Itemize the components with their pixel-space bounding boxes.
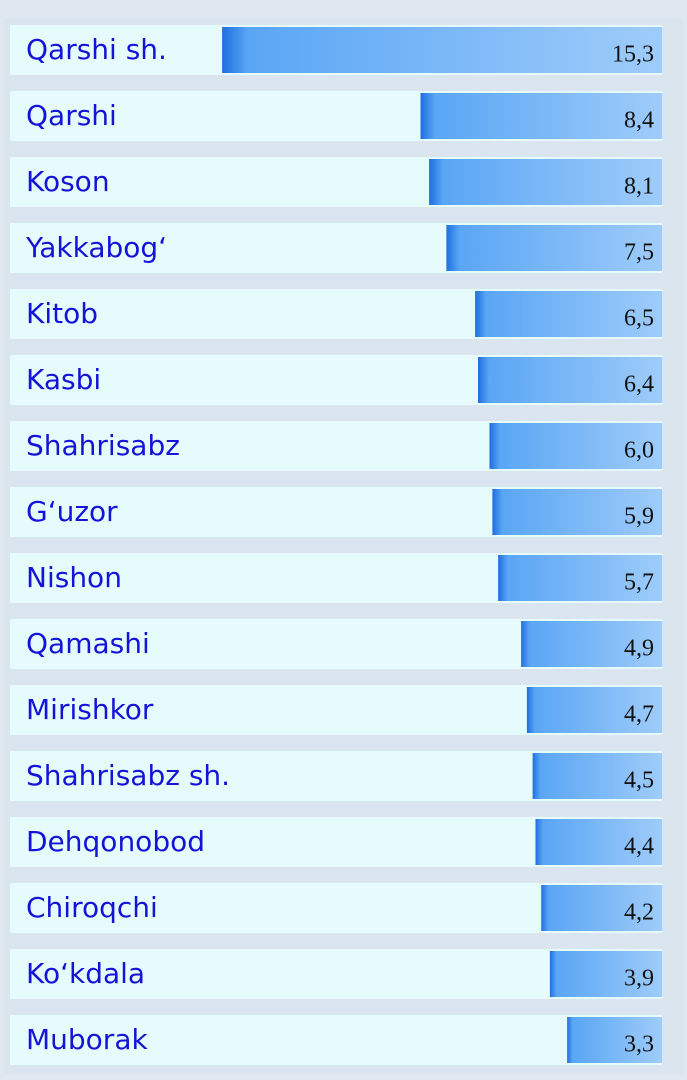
category-label: Ko‘kdala <box>26 957 145 990</box>
category-label: Yakkabog‘ <box>25 231 167 264</box>
bar <box>478 357 662 403</box>
bar <box>532 753 662 799</box>
bar <box>549 951 662 997</box>
value-label: 4,2 <box>624 900 654 926</box>
value-label: 7,5 <box>624 240 654 266</box>
category-label: Nishon <box>26 561 122 594</box>
bar <box>567 1017 662 1063</box>
value-label: 8,4 <box>624 108 654 134</box>
category-label: Muborak <box>26 1023 148 1056</box>
category-label: Shahrisabz sh. <box>26 759 230 792</box>
bar <box>489 423 662 469</box>
bar <box>498 555 662 601</box>
category-label: Kasbi <box>26 363 101 396</box>
category-label: G‘uzor <box>26 495 118 528</box>
bar <box>420 93 662 139</box>
value-label: 6,5 <box>624 306 654 332</box>
value-label: 5,9 <box>624 504 654 530</box>
value-label: 3,3 <box>624 1032 654 1058</box>
value-label: 5,7 <box>624 570 654 596</box>
bar <box>222 27 662 73</box>
bar <box>429 159 662 205</box>
bar <box>475 291 662 337</box>
category-label: Qarshi sh. <box>26 33 167 66</box>
category-label: Kitob <box>26 297 98 330</box>
value-label: 6,4 <box>624 372 654 398</box>
bar <box>521 621 662 667</box>
bar <box>535 819 662 865</box>
value-label: 8,1 <box>624 174 654 200</box>
category-label: Mirishkor <box>26 693 154 726</box>
value-label: 6,0 <box>624 438 654 464</box>
value-label: 4,4 <box>624 834 654 860</box>
value-label: 4,7 <box>624 702 654 728</box>
category-label: Koson <box>26 165 110 198</box>
value-label: 4,9 <box>624 636 654 662</box>
bar <box>526 687 662 733</box>
row-box <box>10 1015 662 1065</box>
category-label: Dehqonobod <box>26 825 205 858</box>
category-label: Chiroqchi <box>26 891 158 924</box>
value-label: 15,3 <box>612 42 654 68</box>
category-label: Shahrisabz <box>26 429 180 462</box>
category-label: Qarshi <box>26 99 117 132</box>
bar <box>446 225 662 271</box>
category-label: Qamashi <box>26 627 150 660</box>
value-label: 4,5 <box>624 768 654 794</box>
bar <box>492 489 662 535</box>
value-label: 3,9 <box>624 966 654 992</box>
bar <box>541 885 662 931</box>
